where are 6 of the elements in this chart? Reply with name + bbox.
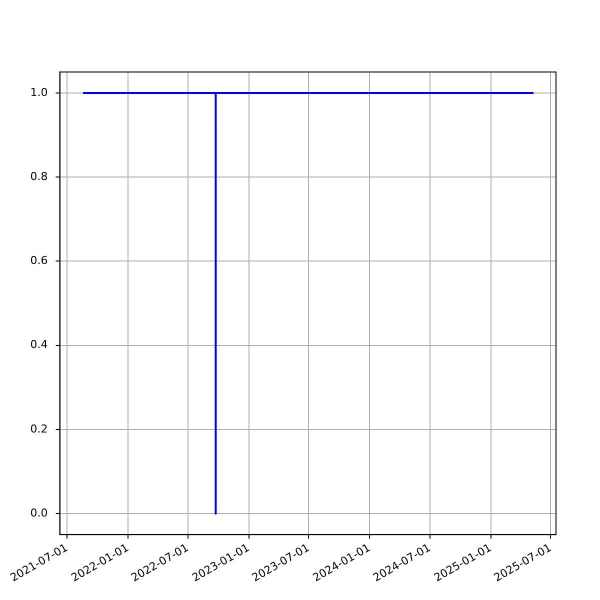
y-tick-label: 1.0 [30,86,48,99]
y-tick-label: 0.8 [30,170,48,183]
y-tick-label: 0.0 [30,506,48,520]
y-tick-label: 0.2 [30,422,48,436]
y-tick-label: 0.4 [30,338,48,352]
y-tick-label: 0.6 [30,254,48,268]
